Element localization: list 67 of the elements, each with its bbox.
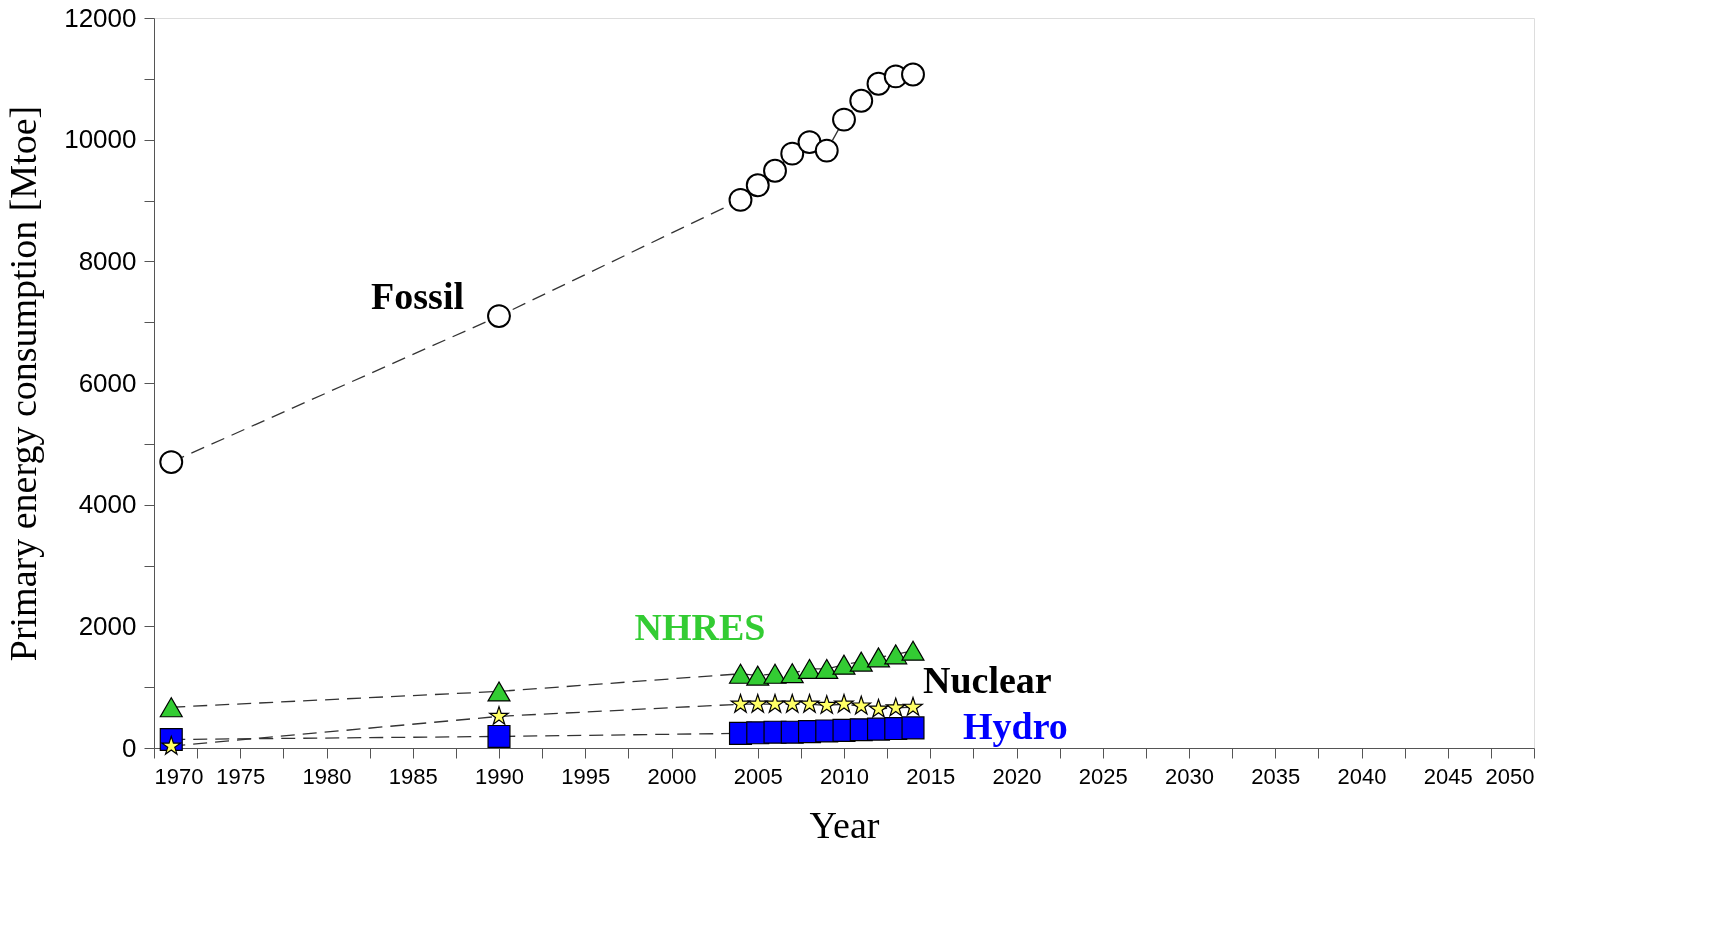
point [849, 651, 873, 672]
x-tick-label: 2010 [820, 763, 869, 789]
point [901, 640, 925, 661]
point [730, 693, 751, 713]
point [159, 450, 184, 475]
point [797, 130, 822, 155]
x-tick-label: 1980 [302, 763, 352, 789]
point [832, 107, 856, 132]
point [487, 681, 511, 702]
point [780, 141, 805, 166]
point [747, 693, 768, 713]
point [487, 724, 511, 748]
x-tick-label: 1975 [216, 763, 266, 789]
x-tick-label: 1995 [561, 763, 611, 789]
point [885, 697, 906, 717]
y-tick-label: 10000 [64, 124, 137, 155]
point [782, 693, 803, 713]
x-tick-label: 1985 [388, 763, 438, 789]
point [489, 706, 509, 725]
point [728, 187, 753, 212]
point [868, 698, 889, 718]
point [763, 158, 787, 183]
y-tick-label: 2000 [78, 610, 137, 641]
point [901, 716, 925, 740]
x-tick-label: 2040 [1337, 763, 1387, 789]
point [763, 663, 787, 684]
point [746, 665, 770, 686]
point [866, 647, 891, 668]
x-tick-label: 2035 [1251, 763, 1301, 789]
point [884, 644, 908, 665]
y-tick-label: 4000 [78, 489, 137, 520]
y-tick-label: 6000 [78, 367, 137, 398]
point [745, 173, 770, 198]
point [161, 735, 182, 755]
x-tick-label: 1990 [475, 763, 524, 789]
series-label: NHRES [634, 605, 766, 648]
x-tick-label: 2045 [1423, 763, 1473, 789]
point [799, 693, 820, 713]
y-tick-label: 0 [122, 732, 137, 763]
point [834, 693, 854, 713]
x-tick-label: 2030 [1165, 763, 1214, 789]
point [903, 696, 923, 716]
series-label: Hydro [963, 704, 1068, 747]
point [815, 658, 839, 679]
point [765, 693, 785, 713]
x-axis-title: Year [809, 803, 880, 846]
point [487, 304, 511, 329]
y-tick-label: 12000 [64, 2, 137, 33]
point [814, 138, 839, 163]
x-tick-label: 2005 [733, 763, 783, 789]
point [816, 695, 837, 714]
point [159, 697, 183, 718]
x-tick-label: 2000 [647, 763, 697, 789]
point [901, 62, 925, 87]
x-tick-label: 2020 [992, 763, 1042, 789]
point [780, 663, 804, 684]
series-label: Nuclear [923, 659, 1052, 702]
x-tick-label: 2025 [1078, 763, 1128, 789]
x-tick-label: 2050 [1485, 763, 1535, 789]
point [832, 654, 856, 675]
point [849, 88, 874, 113]
x-tick-label: 2015 [906, 763, 956, 789]
x-tick-label: 1970 [154, 763, 204, 789]
y-axis-title: Primary energy consumption [Mtoe] [2, 105, 45, 662]
point [851, 695, 872, 715]
series-label: Fossil [371, 275, 464, 318]
y-tick-label: 8000 [78, 245, 137, 276]
